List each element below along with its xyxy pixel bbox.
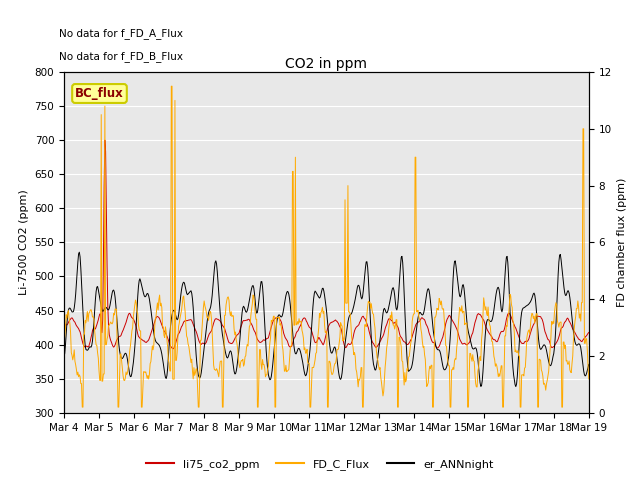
Text: BC_flux: BC_flux (75, 87, 124, 100)
Legend: li75_co2_ppm, FD_C_Flux, er_ANNnight: li75_co2_ppm, FD_C_Flux, er_ANNnight (142, 455, 498, 474)
Y-axis label: Li-7500 CO2 (ppm): Li-7500 CO2 (ppm) (19, 190, 29, 295)
Text: No data for f_FD_A_Flux: No data for f_FD_A_Flux (59, 28, 183, 38)
Title: CO2 in ppm: CO2 in ppm (285, 57, 367, 71)
Y-axis label: FD chamber flux (ppm): FD chamber flux (ppm) (618, 178, 627, 307)
Text: No data for f_FD_B_Flux: No data for f_FD_B_Flux (59, 51, 183, 62)
